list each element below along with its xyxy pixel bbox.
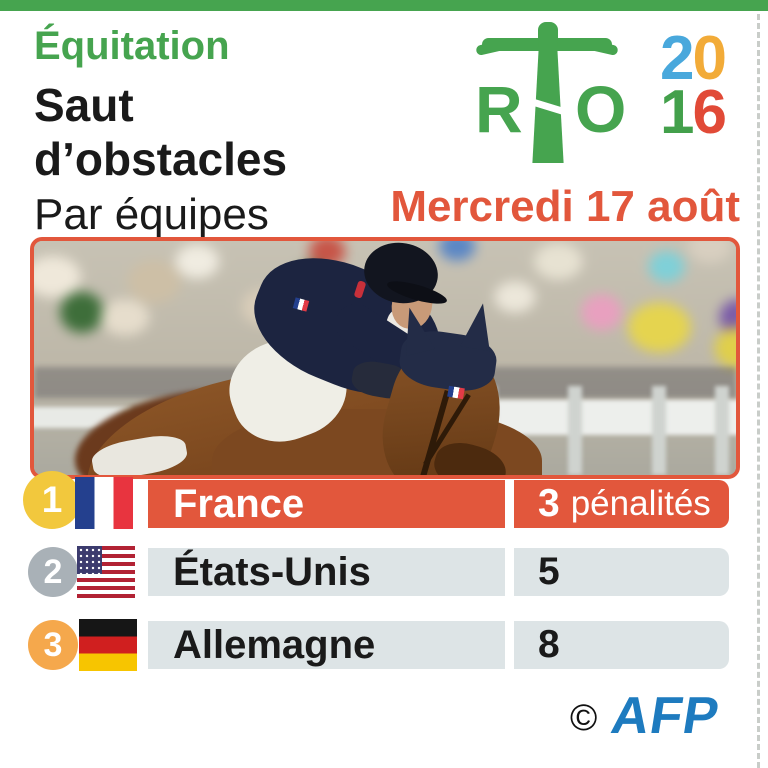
sport-category: Équitation bbox=[34, 24, 230, 68]
rank-number: 1 bbox=[41, 479, 63, 520]
points-bar: 3 pénalités bbox=[514, 480, 729, 528]
event-date: Mercredi 17 août bbox=[390, 182, 740, 231]
copyright-symbol: © bbox=[570, 697, 598, 738]
bronze-medal-badge: 3 bbox=[28, 620, 78, 670]
country-bar: France bbox=[148, 480, 505, 528]
logo-letter-o: O bbox=[575, 72, 627, 146]
points-value: 8 bbox=[538, 623, 560, 666]
gold-medal-badge: 1 bbox=[23, 471, 81, 529]
silver-medal-badge: 2 bbox=[28, 547, 78, 597]
points-value: 5 bbox=[538, 550, 560, 593]
points-label: pénalités bbox=[570, 484, 711, 523]
country-name: États-Unis bbox=[173, 549, 371, 594]
rank-number: 3 bbox=[43, 625, 63, 664]
points-bar: 5 bbox=[514, 548, 729, 596]
year-digit-2: 2 bbox=[660, 24, 695, 93]
event-photo bbox=[30, 237, 740, 479]
country-name: Allemagne bbox=[173, 622, 376, 667]
event-title-line1: Saut bbox=[34, 79, 134, 131]
usa-flag-icon bbox=[77, 546, 135, 598]
top-green-bar bbox=[0, 0, 768, 11]
rank-number: 2 bbox=[43, 552, 63, 591]
year-digit-6: 6 bbox=[692, 78, 727, 147]
event-title-line2: d’obstacles bbox=[34, 133, 288, 185]
france-flag-icon bbox=[75, 477, 133, 529]
country-name: France bbox=[173, 481, 305, 526]
points-bar: 8 bbox=[514, 621, 729, 669]
event-subtitle: Par équipes bbox=[34, 190, 269, 239]
rio-2016-logo: R O 20 16 bbox=[475, 20, 745, 168]
country-bar: Allemagne bbox=[148, 621, 505, 669]
logo-letter-r: R bbox=[475, 72, 523, 146]
christ-redeemer-icon bbox=[475, 20, 619, 165]
afp-logo: AFP bbox=[607, 687, 724, 745]
logo-year: 20 16 bbox=[660, 28, 727, 144]
year-digit-0: 0 bbox=[692, 24, 727, 93]
country-bar: États-Unis bbox=[148, 548, 505, 596]
right-dashed-cut-line bbox=[757, 14, 760, 768]
germany-flag-icon bbox=[79, 619, 137, 671]
year-digit-1: 1 bbox=[660, 78, 695, 147]
points-value: 3 bbox=[538, 482, 560, 525]
